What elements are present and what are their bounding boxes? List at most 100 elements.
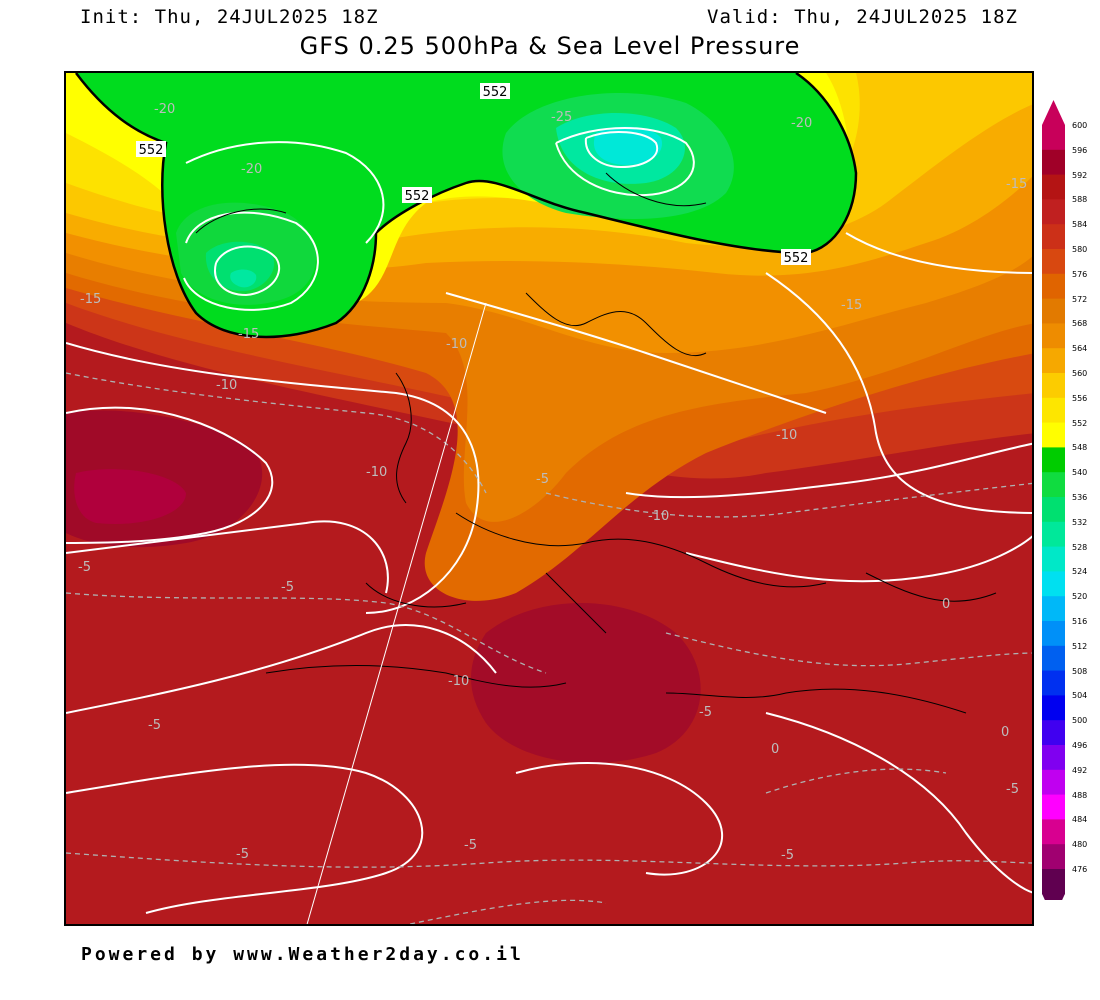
legend-tick-label: 588 xyxy=(1072,195,1088,205)
legend-swatch xyxy=(1042,397,1065,424)
legend-tick-label: 532 xyxy=(1072,517,1088,527)
legend-swatch xyxy=(1042,373,1065,399)
legend-top-arrow xyxy=(1042,100,1065,125)
isobars xyxy=(66,127,1032,914)
legend-tick-label: 548 xyxy=(1072,443,1088,453)
coastlines xyxy=(195,172,997,714)
legend-swatch xyxy=(1042,174,1065,200)
legend-swatch xyxy=(1042,720,1065,746)
legend-swatch xyxy=(1042,447,1065,473)
legend-tick-label: 484 xyxy=(1072,815,1088,825)
legend-bar xyxy=(1042,100,1065,900)
temp-label: -10 xyxy=(776,428,797,443)
meridian-line xyxy=(306,302,487,924)
temp-label: 0 xyxy=(1001,725,1009,740)
legend-swatch xyxy=(1042,670,1065,696)
legend-tick-label: 556 xyxy=(1072,393,1088,403)
legend-swatch xyxy=(1042,273,1065,300)
temp-label: -15 xyxy=(80,292,101,307)
legend-swatch xyxy=(1042,125,1065,151)
legend-swatch xyxy=(1042,224,1065,250)
temp-lines xyxy=(66,372,1032,924)
legend-swatch xyxy=(1042,794,1065,820)
legend-swatch xyxy=(1042,869,1065,895)
legend-tick-label: 596 xyxy=(1072,145,1088,155)
temp-label: -15 xyxy=(841,298,862,313)
label-552-center: 552 xyxy=(405,189,430,204)
legend-tick-label: 480 xyxy=(1072,840,1088,850)
legend-swatch xyxy=(1042,695,1065,721)
legend-tick-label: 572 xyxy=(1072,294,1088,304)
legend-swatch xyxy=(1042,323,1065,349)
fill-536-greenland xyxy=(230,269,257,288)
legend-tick-label: 584 xyxy=(1072,220,1088,230)
legend-swatch xyxy=(1042,844,1065,870)
contour-552-labels: 552 552 552 552 xyxy=(136,83,811,266)
temp-label: -25 xyxy=(551,110,572,125)
legend-swatch xyxy=(1042,298,1065,324)
legend-swatch xyxy=(1042,769,1065,796)
fill-592-africa xyxy=(471,603,701,763)
legend-tick-label: 592 xyxy=(1072,170,1088,180)
legend-tick-label: 504 xyxy=(1072,691,1088,701)
temp-labels: -25 -20 -20 -20 -15 -15 -15 -15 -10 -10 … xyxy=(78,102,1027,863)
legend-swatch xyxy=(1042,149,1065,176)
temp-label: -5 xyxy=(536,472,549,487)
label-552-north: 552 xyxy=(483,85,508,100)
temp-label: -5 xyxy=(781,848,794,863)
init-time: Init: Thu, 24JUL2025 18Z xyxy=(80,6,379,28)
legend-tick-label: 536 xyxy=(1072,493,1088,502)
temp-label: 0 xyxy=(942,597,950,612)
temp-label: -15 xyxy=(238,327,259,342)
legend-swatch xyxy=(1042,571,1065,597)
legend-tick-label: 540 xyxy=(1072,468,1088,478)
temp-label: -5 xyxy=(78,560,91,575)
legend-tick-label: 564 xyxy=(1072,344,1088,354)
legend-tick-label: 488 xyxy=(1072,790,1088,800)
temp-label: -10 xyxy=(366,465,387,480)
legend-swatch xyxy=(1042,546,1065,572)
legend-tick-label: 492 xyxy=(1072,765,1088,775)
legend-tick-label: 524 xyxy=(1072,567,1088,577)
label-552-west: 552 xyxy=(139,143,164,158)
legend-tick-label: 508 xyxy=(1072,666,1088,676)
map-title: GFS 0.25 500hPa & Sea Level Pressure xyxy=(299,32,801,60)
valid-time: Valid: Thu, 24JUL2025 18Z xyxy=(707,6,1018,28)
legend-swatch xyxy=(1042,745,1065,771)
legend-tick-label: 560 xyxy=(1072,369,1088,378)
legend-tick-label: 600 xyxy=(1072,121,1088,130)
temp-label: -5 xyxy=(464,838,477,853)
temp-label: -20 xyxy=(241,162,262,177)
legend-tick-label: 516 xyxy=(1072,617,1088,626)
temp-label: -5 xyxy=(281,580,294,595)
legend-tick-label: 576 xyxy=(1072,269,1088,279)
legend-tick-label: 476 xyxy=(1072,865,1088,874)
fill-596-atlantic xyxy=(74,469,186,524)
temp-label: -10 xyxy=(216,378,237,393)
legend-tick-label: 568 xyxy=(1072,319,1088,329)
color-legend: 600 596 592 588 584 580 576 572 568 564 560 556 552 5… xyxy=(1041,100,1100,900)
legend-swatch xyxy=(1042,521,1065,548)
label-552-east: 552 xyxy=(784,251,809,266)
temp-label: -20 xyxy=(791,116,812,131)
legend-swatch xyxy=(1042,497,1065,523)
legend-tick-label: 512 xyxy=(1072,641,1088,651)
legend-swatch xyxy=(1042,645,1065,672)
temp-label: 0 xyxy=(771,742,779,757)
temp-label: -5 xyxy=(699,705,712,720)
legend-tick-label: 496 xyxy=(1072,741,1088,750)
legend-tick-label: 552 xyxy=(1072,418,1088,428)
legend-swatch xyxy=(1042,819,1065,845)
legend-swatch xyxy=(1042,422,1065,448)
legend-bottom-arrow xyxy=(1042,893,1065,900)
weather-map[interactable]: 552 552 552 552 -25 -20 -20 -20 -15 -15 … xyxy=(64,71,1034,926)
legend-swatch xyxy=(1042,199,1065,225)
temp-label: -10 xyxy=(448,674,469,689)
credit-footer: Powered by www.Weather2day.co.il xyxy=(81,944,524,965)
legend-tick-label: 528 xyxy=(1072,542,1088,552)
temp-label: -10 xyxy=(648,509,669,524)
legend-tick-label: 520 xyxy=(1072,592,1088,602)
legend-swatch xyxy=(1042,472,1065,498)
map-svg: 552 552 552 552 -25 -20 -20 -20 -15 -15 … xyxy=(66,73,1032,924)
temp-label: -5 xyxy=(148,718,161,733)
